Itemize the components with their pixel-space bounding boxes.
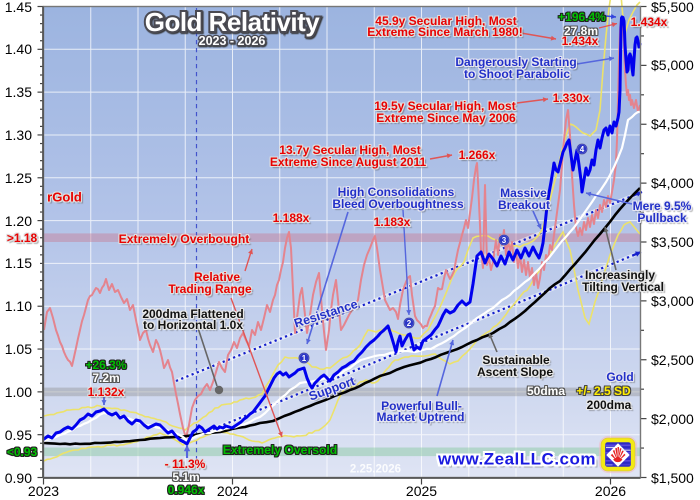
svg-text:1: 1 [302,354,307,363]
svg-text:4: 4 [580,145,585,154]
svg-text:3: 3 [502,236,507,245]
svg-text:2: 2 [407,319,412,328]
svg-text:Gold Relativity: Gold Relativity [145,7,321,37]
svg-text:2023 - 2026: 2023 - 2026 [199,34,266,48]
